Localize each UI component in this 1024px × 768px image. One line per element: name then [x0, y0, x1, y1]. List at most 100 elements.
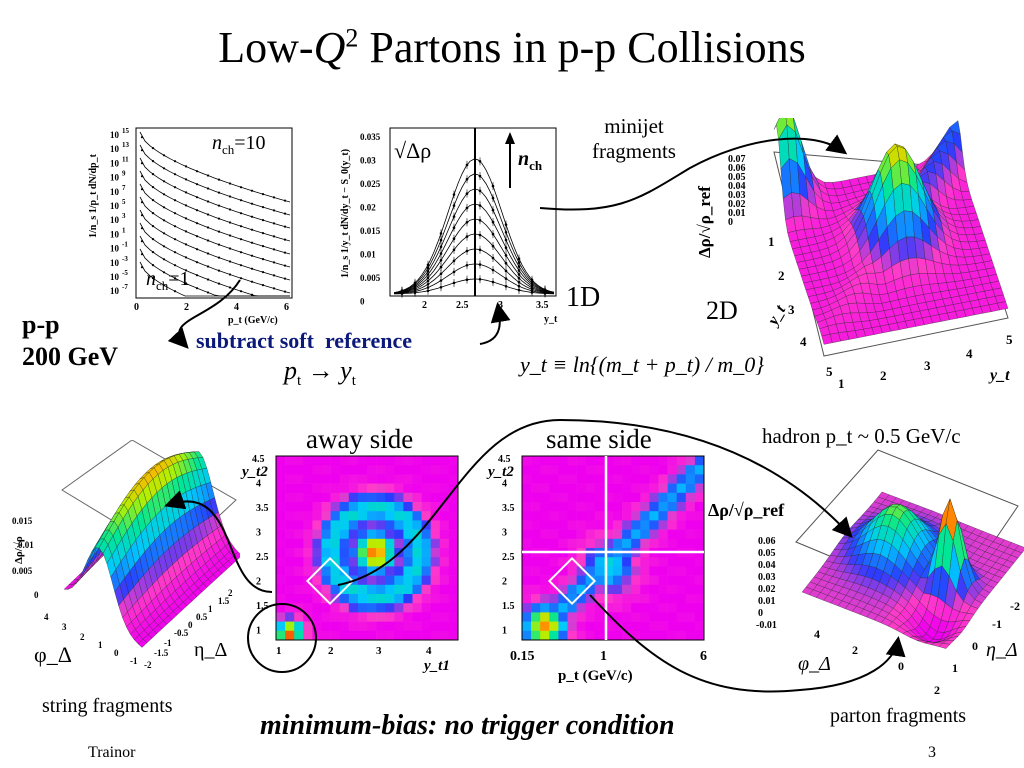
same-y-tick: 2	[502, 577, 507, 588]
heatmap-cell	[394, 603, 404, 613]
yt-curve	[393, 218, 555, 294]
heatmap-cell	[348, 502, 359, 512]
heatmap-cell	[439, 566, 450, 576]
heatmap-cell	[403, 575, 413, 586]
heatmap-cell	[421, 566, 431, 576]
spectrum-curve	[139, 157, 291, 229]
surface-facet	[997, 301, 1009, 311]
heatmap-cell	[522, 566, 532, 576]
heatmap-cell	[685, 502, 696, 512]
heatmap-cell	[685, 520, 696, 530]
spectrum-point	[217, 191, 221, 194]
heatmap-cell	[321, 603, 331, 613]
heatmap-cell	[412, 548, 422, 558]
spectrum-point	[272, 235, 276, 238]
heatmap-cell	[357, 502, 368, 512]
heatmap-cell	[330, 603, 340, 613]
heatmap-cell	[376, 621, 386, 632]
spectra-x-tick: 2	[184, 302, 189, 313]
heatmap-cell	[430, 621, 441, 632]
yt-curves	[393, 157, 555, 298]
heatmap-cell	[367, 492, 377, 503]
heatmap-cell	[303, 557, 313, 567]
heatmap-cell	[339, 529, 350, 540]
heatmap-cell	[285, 557, 295, 567]
heatmap-cell	[285, 548, 295, 558]
heatmap-cell	[403, 630, 413, 641]
heatmap-cell	[694, 575, 705, 586]
spectrum-point	[239, 186, 243, 189]
heatmap-cell	[276, 603, 286, 613]
heatmap-cell	[594, 566, 605, 576]
heatmap-cell	[385, 511, 395, 521]
heatmap-cell	[622, 630, 632, 641]
heatmap-cell	[430, 529, 441, 540]
heatmap-cell	[439, 511, 450, 521]
heatmap-cell	[439, 557, 450, 567]
heatmap-cell	[430, 548, 441, 558]
heatmap-cell	[367, 575, 377, 586]
heatmap-cell	[622, 492, 632, 503]
heatmap-cell	[348, 492, 359, 503]
heatmap-cell	[522, 584, 532, 595]
heatmap-cell	[531, 474, 541, 484]
nch-bottom-label: nch=1	[146, 268, 190, 293]
heatmap-cell	[522, 492, 532, 503]
heatmap-cell	[613, 492, 623, 503]
heatmap-cell	[522, 603, 532, 613]
heatmap-cell	[558, 584, 568, 595]
heatmap-cell	[540, 529, 550, 540]
yt-formula: y_t ≡ ln{(m_t + p_t) / m_0}	[520, 352, 765, 377]
heatmap-cell	[303, 630, 313, 641]
heatmap-cell	[385, 603, 395, 613]
heatmap-cell	[531, 630, 541, 641]
heatmap-cell	[694, 612, 705, 622]
spectrum-point	[195, 287, 199, 290]
heatmap-cell	[412, 529, 422, 540]
heatmap-cell	[376, 465, 386, 475]
heatmap-cell	[403, 621, 413, 632]
same-x-tick: 6	[700, 649, 707, 664]
heatmap-cell	[667, 492, 677, 503]
heatmap-cell	[312, 538, 322, 549]
axis-tick: -1	[992, 617, 1002, 631]
heatmap-cell	[540, 511, 550, 521]
heatmap-cell	[430, 511, 441, 521]
heatmap-cell	[403, 566, 413, 576]
heatmap-cell	[357, 483, 368, 494]
yt-curve	[393, 158, 555, 293]
axis-tick: 0	[188, 620, 193, 630]
spectrum-point	[140, 201, 144, 204]
heatmap-cell	[448, 621, 459, 632]
heatmap-cell	[576, 520, 586, 530]
heatmap-cell	[567, 511, 577, 521]
heatmap-cell	[321, 621, 331, 632]
spectrum-point	[162, 219, 166, 222]
minijet-axis-b-label: y_t	[988, 367, 1010, 384]
heatmap-cell	[403, 456, 413, 466]
heatmap-cell	[649, 511, 659, 521]
spectrum-point	[283, 212, 287, 215]
same-x-tick: 1	[600, 649, 607, 664]
heatmap-cell	[394, 456, 404, 466]
heatmap-cell	[330, 621, 340, 632]
heatmap-cell	[685, 630, 696, 641]
heatmap-cell	[667, 594, 677, 604]
spectrum-point	[239, 290, 243, 293]
string-phi-ticks: 4 3 2 1 0 -1	[44, 612, 138, 666]
heatmap-cell	[585, 483, 596, 494]
heatmap-cell	[394, 474, 404, 484]
axis-tick: 5	[826, 364, 833, 379]
spectrum-point	[250, 280, 254, 283]
heatmap-cell	[403, 483, 413, 494]
heatmap-cell	[649, 630, 659, 641]
heatmap-cell	[430, 502, 441, 512]
yt-x-tick: 2.5	[456, 300, 469, 311]
heatmap-cell	[567, 456, 577, 466]
heatmap-cell	[622, 584, 632, 595]
spectra-x-ticks: 0 2 4 6	[134, 302, 289, 313]
heatmap-cell	[330, 511, 340, 521]
heatmap-cell	[321, 520, 331, 530]
heatmap-cell	[558, 465, 568, 475]
heatmap-cell	[558, 594, 568, 604]
